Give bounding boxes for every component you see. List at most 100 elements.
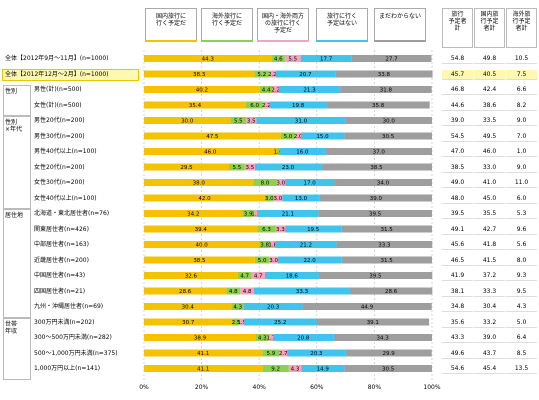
data-label: 2.0 xyxy=(294,134,303,140)
bar-segment xyxy=(254,70,270,78)
data-label: 33.8 xyxy=(378,72,391,78)
bar-segment xyxy=(144,101,246,109)
bar-segment xyxy=(279,349,288,357)
row-label: 近畿居住者(n=200) xyxy=(34,256,89,264)
bar-segment xyxy=(302,303,432,310)
data-label: 2.2 xyxy=(268,72,277,78)
bar-segment xyxy=(326,101,430,109)
data-label: 33.3 xyxy=(296,289,309,295)
legend-header-0: 国内旅行に 行く予定だ xyxy=(145,8,197,40)
data-label: 40.0 xyxy=(195,243,208,249)
data-label: 38.9 xyxy=(194,336,207,342)
group-label-1: 性別 ×年代 xyxy=(3,116,31,209)
data-label: 20.8 xyxy=(297,336,310,342)
data-label: 5.0 xyxy=(258,258,267,264)
bar-segment xyxy=(288,365,302,372)
bar-segment xyxy=(345,117,432,124)
bar-segment xyxy=(345,349,432,357)
bar-segment xyxy=(318,210,432,217)
row-label: 300～500万円未満(n=282) xyxy=(34,334,112,341)
data-label: 3.0 xyxy=(269,258,278,264)
summary-cell: 33.0 xyxy=(474,163,505,173)
summary-cell: 6.6 xyxy=(506,85,537,95)
data-label: 25.2 xyxy=(274,320,286,326)
data-label: 21.3 xyxy=(303,88,316,94)
x-tick-label: 0% xyxy=(139,384,149,391)
data-label: 30.4 xyxy=(182,305,195,311)
data-label: 38.5 xyxy=(370,165,383,171)
bar-segment xyxy=(276,179,286,186)
summary-cell: 38.1 xyxy=(442,287,473,297)
bar-segment xyxy=(144,241,260,248)
bar-segment xyxy=(256,334,269,341)
data-label: 16.0 xyxy=(296,150,309,156)
summary-cell: 10.5 xyxy=(506,54,537,64)
bar-segment xyxy=(246,117,257,124)
bar-segment xyxy=(275,241,337,248)
bar-segment xyxy=(256,117,346,124)
data-label: 1.7 xyxy=(266,336,275,342)
bar-segment xyxy=(272,86,279,93)
bar-segment xyxy=(318,272,433,279)
data-label: 39.4 xyxy=(195,227,208,233)
bar-segment xyxy=(228,163,245,171)
data-label: 34.3 xyxy=(376,336,389,342)
bar-segment xyxy=(243,318,317,326)
data-label: 1.5 xyxy=(237,320,246,326)
data-label: 31.8 xyxy=(380,88,393,94)
bar-segment xyxy=(254,287,350,295)
data-label: 3.0 xyxy=(276,181,285,187)
row-label: 300万円未満(n=202) xyxy=(34,318,95,326)
bar-segment xyxy=(344,132,432,140)
bar-segment xyxy=(333,334,432,341)
data-label: 37.0 xyxy=(373,150,386,156)
x-tick-label: 40% xyxy=(252,384,266,391)
data-label: 34.0 xyxy=(377,181,390,187)
bar-segment xyxy=(340,86,432,93)
data-label: 8.0 xyxy=(261,181,270,187)
summary-cell: 39.0 xyxy=(474,333,505,343)
bar-segment xyxy=(279,148,326,155)
bar-segment xyxy=(237,272,252,279)
data-label: 17.7 xyxy=(320,57,333,63)
bar-segment xyxy=(262,349,280,357)
data-label: 47.5 xyxy=(206,134,219,140)
row-label: 500～1,000万円未満(n=375) xyxy=(34,349,118,357)
bar-segment xyxy=(144,179,254,186)
summary-cell: 47.0 xyxy=(442,147,473,157)
summary-cell: 9.3 xyxy=(506,271,537,281)
bar-segment xyxy=(276,148,280,155)
data-label: 30.0 xyxy=(383,119,396,125)
data-label: 39.0 xyxy=(370,196,383,202)
data-label: 44.9 xyxy=(361,305,374,311)
data-label: 27.7 xyxy=(385,57,398,63)
bar-segment xyxy=(300,132,345,140)
summary-cell: 44.6 xyxy=(442,101,473,111)
bar-segment xyxy=(301,365,345,372)
bar-segment xyxy=(349,287,433,295)
data-label: 40.2 xyxy=(196,88,208,94)
bar-segment xyxy=(244,163,255,171)
bar-segment xyxy=(242,210,254,217)
bar-segment xyxy=(144,349,263,357)
data-label: 30.0 xyxy=(181,119,194,125)
bar-segment xyxy=(269,101,327,109)
bar-segment xyxy=(273,194,283,202)
summary-cell: 7.0 xyxy=(506,132,537,142)
bar-segment xyxy=(285,225,342,233)
row-label: 女性(計)(n=500) xyxy=(34,101,82,109)
data-label: 41.1 xyxy=(197,351,209,357)
data-label: 21.2 xyxy=(300,243,312,249)
bar-segment xyxy=(144,365,263,372)
data-label: 28.6 xyxy=(179,289,192,295)
data-label: 18.6 xyxy=(286,274,299,280)
summary-cell: 35.5 xyxy=(474,209,505,219)
summary-cell: 41.0 xyxy=(474,178,505,188)
data-label: 2.5 xyxy=(232,320,241,326)
data-label: 19.5 xyxy=(307,227,320,233)
data-label: 33.3 xyxy=(378,243,391,249)
summary-header-0: 旅行 予定者 計 xyxy=(442,8,473,48)
summary-header-1: 国内旅 行予定 者計 xyxy=(474,8,505,48)
